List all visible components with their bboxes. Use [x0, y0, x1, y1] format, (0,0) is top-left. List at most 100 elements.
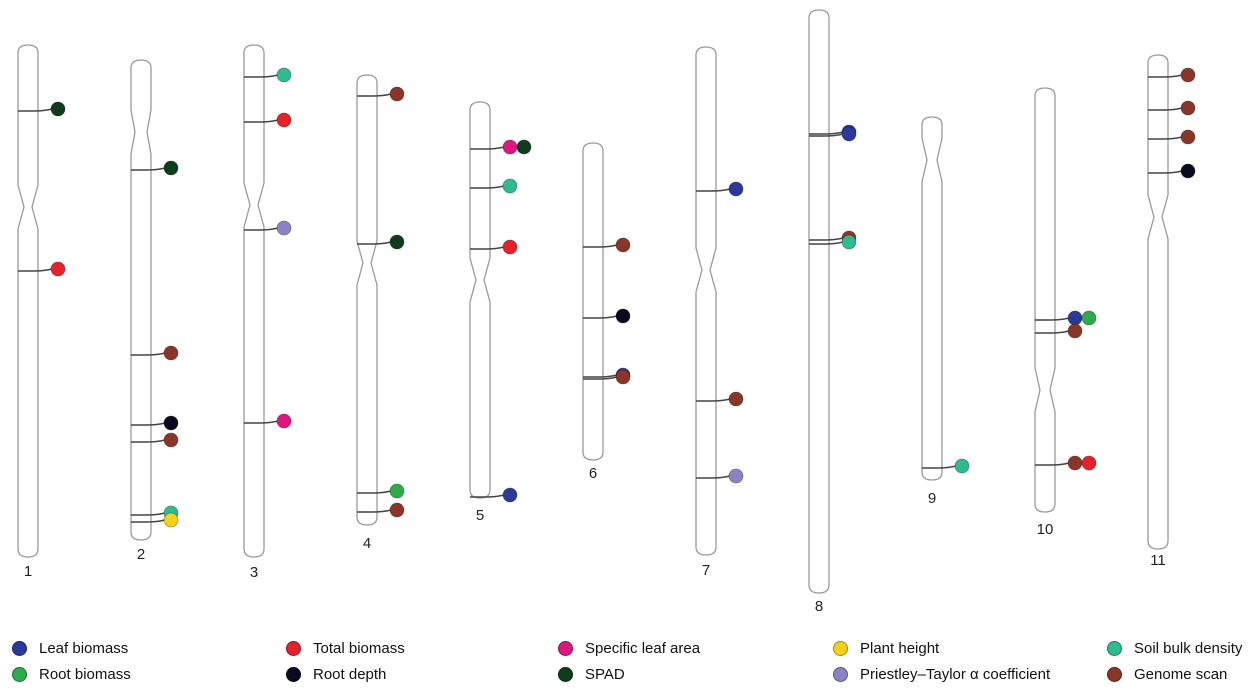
marker-dot-genome-scan [728, 391, 744, 407]
marker-dot-genome-scan [1180, 67, 1196, 83]
chromosome-label: 3 [250, 564, 258, 581]
marker-dot-genome-scan [163, 432, 179, 448]
marker-line [470, 494, 505, 498]
chromosome-2: 2 [130, 59, 179, 563]
marker-dot-plant-height [163, 512, 179, 528]
marker [1148, 100, 1196, 116]
legend-item-genome-scan: Genome scan [1107, 666, 1227, 683]
marker [357, 483, 405, 499]
marker-dot-total-biomass [50, 261, 66, 277]
marker-dot-soil-bulk-density [954, 458, 970, 474]
marker [244, 67, 292, 83]
chromosome-7: 7 [695, 46, 744, 579]
marker [244, 220, 292, 236]
legend-swatch [833, 641, 848, 656]
marker-dot-genome-scan [1067, 323, 1083, 339]
chromosome-1: 1 [17, 44, 66, 580]
marker-dot-genome-scan [389, 86, 405, 102]
marker [244, 413, 292, 429]
marker-dot-leaf-biomass [1067, 310, 1083, 326]
marker [583, 237, 631, 253]
marker-dot-root-biomass [1081, 310, 1097, 326]
chromosome-label: 4 [363, 535, 371, 552]
chromosome-body [582, 142, 604, 461]
marker [1035, 455, 1097, 471]
legend-item-plant-height: Plant height [833, 640, 939, 657]
chromosome-body [921, 116, 943, 481]
marker-line [696, 188, 731, 192]
marker-line [470, 146, 505, 150]
marker-dot-root-depth [1180, 163, 1196, 179]
chromosome-4: 4 [356, 74, 405, 552]
legend-label: Root depth [313, 666, 387, 683]
marker [1148, 129, 1196, 145]
marker-dot-genome-scan [1180, 100, 1196, 116]
marker-line [131, 352, 166, 356]
legend-swatch [558, 667, 573, 682]
marker-line [583, 244, 618, 248]
marker-dot-spad [516, 139, 532, 155]
marker-dot-genome-scan [1067, 455, 1083, 471]
legend-label: Total biomass [313, 640, 405, 657]
marker-dot-soil-bulk-density [502, 178, 518, 194]
marker-line [1148, 107, 1183, 111]
chromosome-5: 5 [469, 101, 532, 524]
legend-label: Root biomass [39, 666, 131, 683]
marker-line [470, 185, 505, 189]
marker [357, 502, 405, 518]
marker [1148, 67, 1196, 83]
marker-line [18, 108, 53, 112]
marker-line [244, 74, 279, 78]
legend-swatch [12, 667, 27, 682]
chromosome-label: 10 [1037, 521, 1054, 538]
legend-item-total-biomass: Total biomass [286, 640, 405, 657]
marker [131, 415, 179, 431]
marker [18, 261, 66, 277]
marker-line [922, 465, 957, 469]
marker-line [696, 398, 731, 402]
legend-label: Soil bulk density [1134, 640, 1243, 657]
marker [470, 178, 518, 194]
marker [131, 345, 179, 361]
marker-dot-leaf-biomass [502, 487, 518, 503]
marker [696, 391, 744, 407]
marker-line [131, 167, 166, 171]
marker-dot-genome-scan [389, 502, 405, 518]
legend-item-soil-bulk-density: Soil bulk density [1107, 640, 1242, 657]
marker-dot-genome-scan [1180, 129, 1196, 145]
legend-swatch [1107, 641, 1122, 656]
marker-line [18, 268, 53, 272]
legend-label: SPAD [585, 666, 625, 683]
marker [131, 160, 179, 176]
marker-line [357, 241, 392, 245]
marker-dot-genome-scan [615, 369, 631, 385]
marker-dot-spad [50, 101, 66, 117]
marker [809, 234, 857, 250]
marker [1035, 323, 1083, 339]
chromosome-body [695, 46, 717, 556]
marker [583, 369, 631, 385]
marker-line [583, 374, 618, 378]
chromosome-label: 2 [137, 546, 145, 563]
marker-line [1035, 330, 1070, 334]
marker-dot-genome-scan [615, 237, 631, 253]
marker-line [696, 475, 731, 479]
marker-dot-specific-leaf-area [502, 139, 518, 155]
marker-dot-root-biomass [389, 483, 405, 499]
marker-line [1148, 170, 1183, 174]
marker-dot-priestley-taylor [728, 468, 744, 484]
marker-line [131, 422, 166, 426]
marker-dot-specific-leaf-area [276, 413, 292, 429]
marker-line [1035, 462, 1070, 466]
chromosome-8: 8 [808, 9, 857, 615]
marker-line [809, 237, 844, 241]
chromosome-6: 6 [582, 142, 631, 482]
marker [357, 234, 405, 250]
marker-dot-soil-bulk-density [276, 67, 292, 83]
chromosome-label: 7 [702, 562, 710, 579]
marker-line [1035, 317, 1070, 321]
chromosome-label: 5 [476, 507, 484, 524]
chromosome-3: 3 [243, 44, 292, 581]
marker [470, 139, 532, 155]
marker-line [131, 519, 166, 523]
